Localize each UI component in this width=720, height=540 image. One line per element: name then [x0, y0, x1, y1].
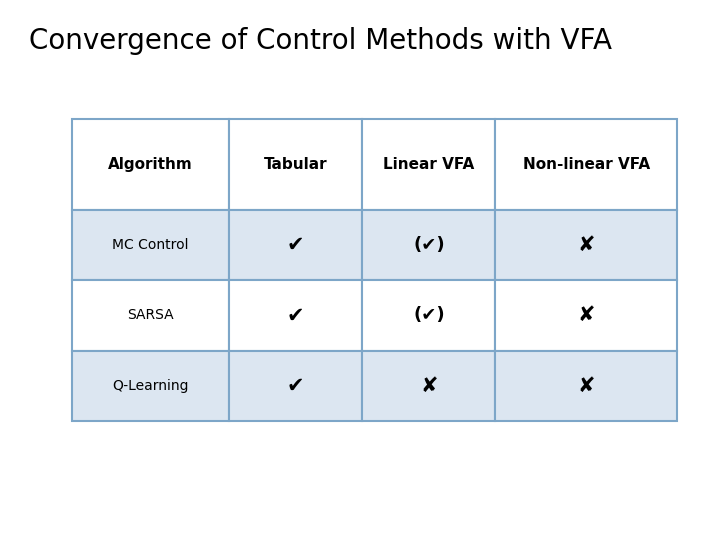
Text: ✔: ✔: [287, 305, 305, 326]
Bar: [362, 350, 495, 421]
Bar: [495, 350, 677, 421]
Bar: [72, 210, 229, 280]
Text: Algorithm: Algorithm: [108, 157, 193, 172]
Bar: [72, 350, 229, 421]
Bar: [495, 280, 677, 350]
Text: Tabular: Tabular: [264, 157, 328, 172]
Bar: [229, 210, 362, 280]
Bar: [362, 119, 495, 210]
Bar: [72, 280, 229, 350]
Bar: [229, 280, 362, 350]
Text: ✘: ✘: [577, 376, 595, 396]
Bar: [229, 350, 362, 421]
Text: ✔: ✔: [287, 376, 305, 396]
Text: MC Control: MC Control: [112, 238, 189, 252]
Text: Q-Learning: Q-Learning: [112, 379, 189, 393]
Text: (✔): (✔): [413, 236, 445, 254]
Text: SARSA: SARSA: [127, 308, 174, 322]
Text: ✘: ✘: [577, 305, 595, 326]
Bar: [229, 119, 362, 210]
Text: (✔): (✔): [413, 306, 445, 325]
Bar: [495, 119, 677, 210]
Text: ✘: ✘: [420, 376, 438, 396]
Text: ✔: ✔: [287, 235, 305, 255]
Bar: [495, 210, 677, 280]
Bar: [362, 280, 495, 350]
Text: Linear VFA: Linear VFA: [383, 157, 474, 172]
Bar: [72, 119, 229, 210]
Bar: [362, 210, 495, 280]
Text: Non-linear VFA: Non-linear VFA: [523, 157, 649, 172]
Text: ✘: ✘: [577, 235, 595, 255]
Text: Convergence of Control Methods with VFA: Convergence of Control Methods with VFA: [29, 27, 612, 55]
